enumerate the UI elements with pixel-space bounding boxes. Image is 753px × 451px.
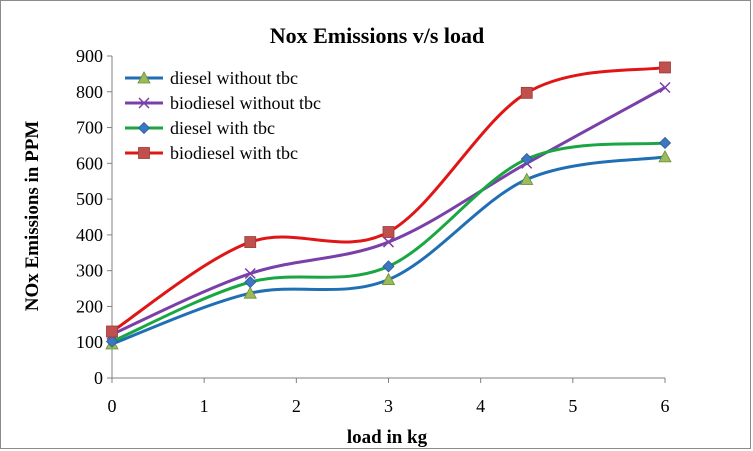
y-tick-label: 600 [76,153,103,173]
x-axis-title: load in kg [347,427,428,448]
series-line [111,155,666,346]
x-tick-label: 0 [108,396,117,416]
data-point [520,152,533,166]
legend-marker [138,147,150,159]
series-3 [106,61,671,338]
legend-item: diesel without tbc [125,68,298,88]
series-layer [105,61,672,350]
x-tick-label: 3 [384,396,393,416]
y-tick-label: 900 [76,46,103,66]
axes: 0 100 200 300 400 500 600 700 800 900 0 1 2 3 4 5 6 [76,46,670,416]
legend-label: diesel without tbc [170,68,298,88]
legend-item: biodiesel without tbc [125,93,321,113]
series-2 [105,136,672,348]
x-tick-label: 6 [661,396,670,416]
y-tick-label: 0 [94,368,103,388]
data-point [658,136,672,150]
legend-label: biodiesel without tbc [170,93,321,113]
legend-label: biodiesel with tbc [170,143,298,163]
legend: diesel without tbc biodiesel without tbc d… [125,68,321,163]
data-point [659,61,671,74]
data-point [244,276,257,289]
y-axis-title: NOx Emissions in PPM [22,121,43,312]
data-point [382,226,395,238]
y-tick-label: 100 [76,332,103,352]
legend-marker [137,71,151,84]
data-point [382,260,395,273]
data-point-stroke [659,81,671,94]
data-point [243,286,257,299]
chart-title: Nox Emissions v/s load [270,23,485,48]
legend-marker [138,97,150,109]
data-point [244,236,257,248]
data-point [382,236,395,248]
data-point [520,86,533,99]
x-tick-label: 5 [568,396,577,416]
data-point [658,150,672,163]
data-point [659,81,671,94]
legend-item: biodiesel with tbc [125,143,298,163]
data-point [106,325,118,338]
legend-marker [137,121,151,135]
data-point-stroke [244,267,256,280]
y-tick-label: 700 [76,118,103,138]
x-tick-label: 1 [200,396,209,416]
data-point [244,267,256,280]
legend-label: diesel with tbc [170,118,275,138]
y-tick-label: 500 [76,189,103,209]
legend-item: diesel with tbc [125,118,275,138]
x-tick-label: 4 [476,396,485,416]
data-point-stroke [382,236,395,248]
data-point [105,335,119,348]
x-tick-label: 2 [292,396,301,416]
y-tick-label: 300 [76,261,103,281]
series-0 [105,150,672,350]
data-point [381,272,396,286]
data-point [520,172,534,185]
y-tick-label: 200 [76,296,103,316]
y-tick-label: 800 [76,82,103,102]
legend-marker-stroke [138,97,150,109]
y-tick-label: 400 [76,225,103,245]
